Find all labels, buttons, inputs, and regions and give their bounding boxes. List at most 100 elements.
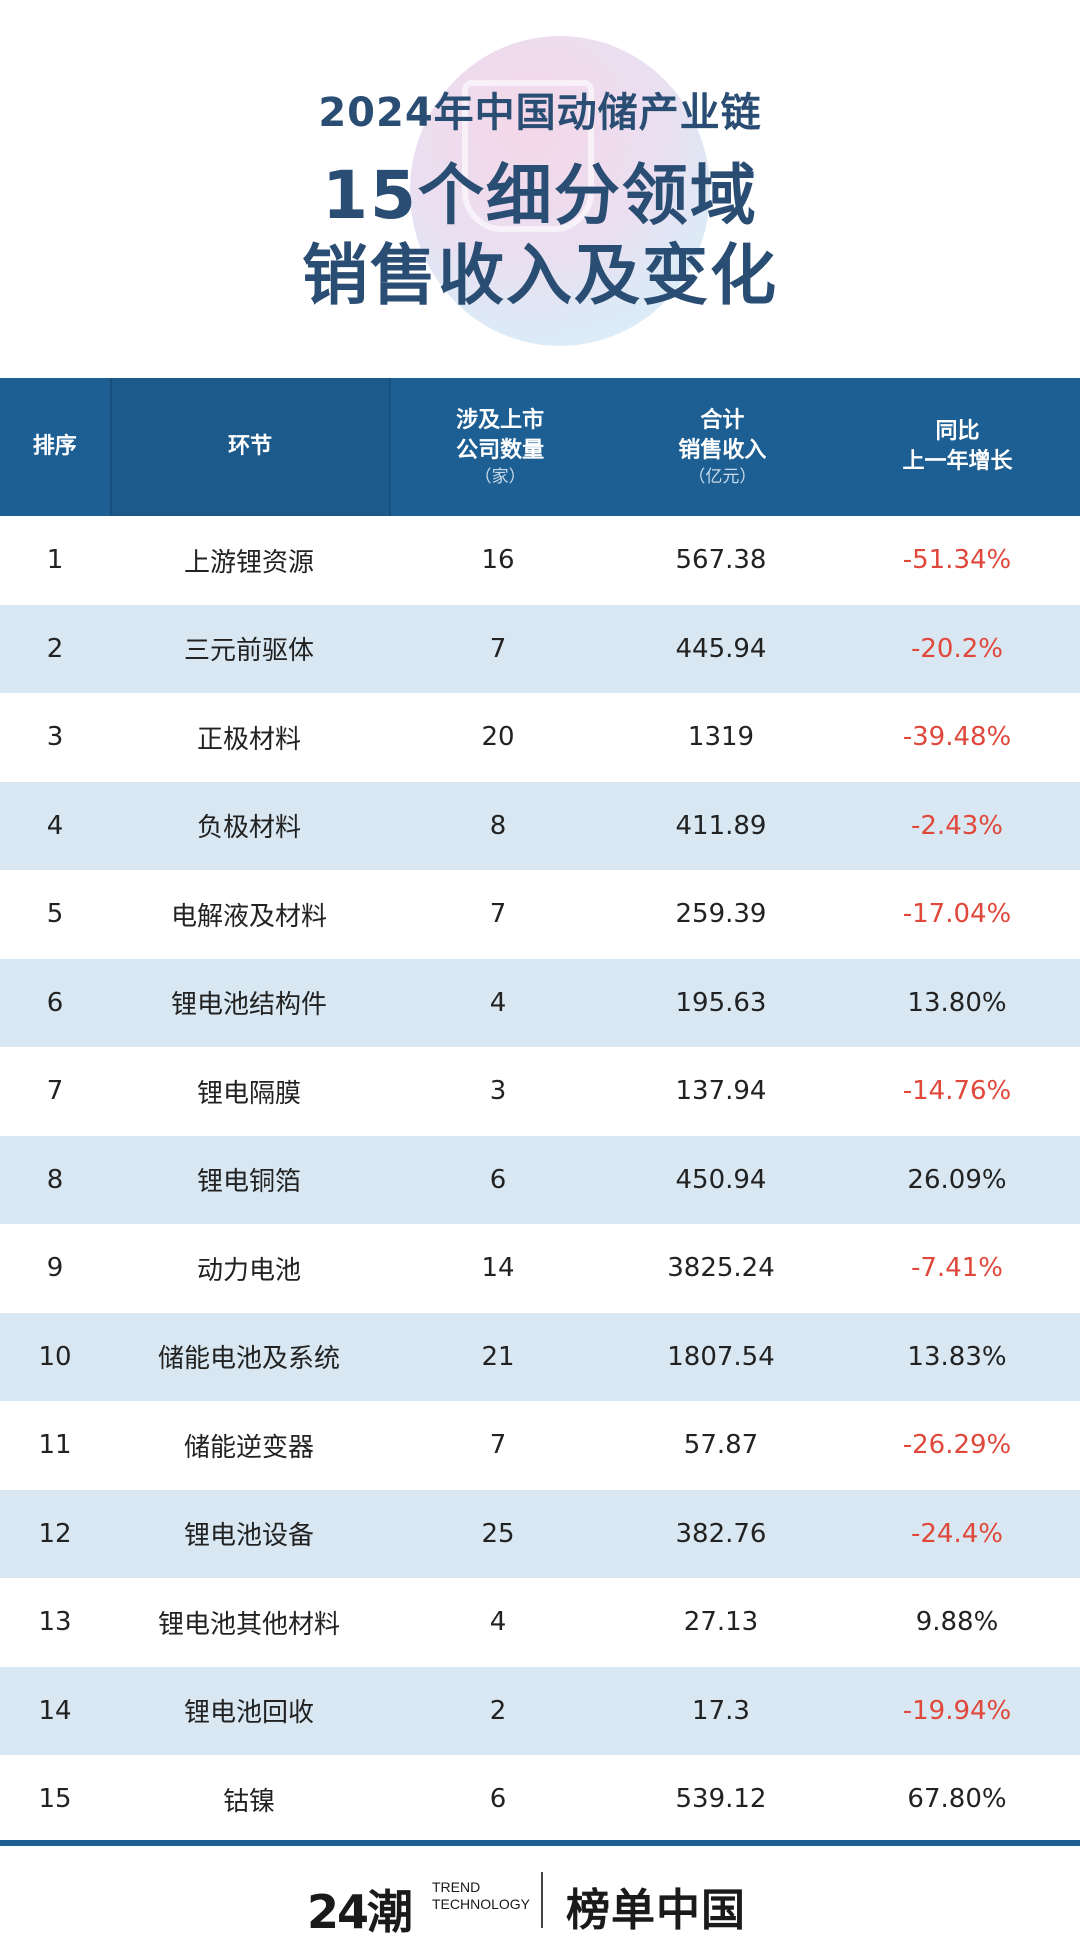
revenue-cell: 1807.54 bbox=[667, 1341, 775, 1372]
header-companies-unit: （家） bbox=[474, 467, 526, 487]
companies-cell: 4 bbox=[489, 987, 507, 1018]
header-rank: 排序 bbox=[0, 378, 110, 516]
brand-logo: 榜单中国 bbox=[566, 1885, 746, 1936]
segment-cell: 锂电池回收 bbox=[183, 1698, 314, 1729]
footer: 24潮 TREND TECHNOLOGY 榜单中国 bbox=[0, 1846, 1080, 1952]
companies-cell: 20 bbox=[481, 722, 515, 753]
revenue-cell: 382.76 bbox=[675, 1518, 767, 1549]
segment-cell: 锂电池设备 bbox=[183, 1521, 314, 1552]
segment-cell: 钴镍 bbox=[222, 1786, 275, 1817]
growth-cell: -20.2% bbox=[911, 633, 1003, 664]
header-growth-label: 同比 上一年增长 bbox=[902, 419, 1013, 474]
table-row: 1 上游锂资源 16 567.38 -51.34% bbox=[0, 516, 1080, 605]
growth-cell: 13.83% bbox=[907, 1341, 1007, 1372]
segment-cell: 三元前驱体 bbox=[183, 636, 314, 667]
segment-cell: 锂电池结构件 bbox=[170, 990, 327, 1021]
table-row: 9 动力电池 14 3825.24 -7.41% bbox=[0, 1224, 1080, 1313]
growth-cell: -19.94% bbox=[902, 1695, 1012, 1726]
growth-cell: -24.4% bbox=[911, 1518, 1003, 1549]
revenue-cell: 567.38 bbox=[675, 545, 767, 576]
revenue-cell: 3825.24 bbox=[667, 1253, 775, 1284]
table-row: 11 储能逆变器 7 57.87 -26.29% bbox=[0, 1401, 1080, 1490]
revenue-cell: 450.94 bbox=[675, 1164, 767, 1195]
title-line-2: 15个细分领域 bbox=[322, 157, 758, 234]
header-companies: 涉及上市 公司数量 （家） bbox=[391, 378, 610, 516]
revenue-cell: 57.87 bbox=[683, 1430, 759, 1461]
revenue-cell: 27.13 bbox=[683, 1607, 759, 1638]
trend-text: TREND bbox=[432, 1879, 481, 1895]
rank-cell: 5 bbox=[46, 899, 64, 930]
segment-cell: 上游锂资源 bbox=[183, 547, 314, 578]
title-line-1: 2024年中国动储产业链 bbox=[318, 90, 762, 136]
growth-cell: -14.76% bbox=[902, 1076, 1012, 1107]
table-row: 5 电解液及材料 7 259.39 -17.04% bbox=[0, 870, 1080, 959]
header-rank-label: 排序 bbox=[32, 434, 77, 459]
table-row: 7 锂电隔膜 3 137.94 -14.76% bbox=[0, 1047, 1080, 1136]
revenue-cell: 17.3 bbox=[692, 1695, 750, 1726]
table-row: 3 正极材料 20 1319 -39.48% bbox=[0, 693, 1080, 782]
rank-cell: 8 bbox=[46, 1164, 64, 1195]
segment-cell: 正极材料 bbox=[196, 724, 301, 755]
growth-cell: -51.34% bbox=[902, 545, 1012, 576]
title-line-3: 销售收入及变化 bbox=[302, 237, 778, 314]
revenue-cell: 539.12 bbox=[675, 1784, 767, 1815]
companies-cell: 7 bbox=[489, 633, 507, 664]
companies-cell: 7 bbox=[489, 899, 507, 930]
growth-cell: 13.80% bbox=[907, 987, 1007, 1018]
revenue-cell: 1319 bbox=[687, 722, 755, 753]
companies-cell: 14 bbox=[481, 1253, 515, 1284]
growth-cell: -7.41% bbox=[911, 1253, 1003, 1284]
revenue-cell: 137.94 bbox=[675, 1076, 767, 1107]
background-battery-graphic bbox=[462, 80, 594, 232]
segment-cell: 动力电池 bbox=[196, 1255, 301, 1286]
header-segment-label: 环节 bbox=[228, 434, 273, 459]
rank-cell: 10 bbox=[38, 1341, 72, 1372]
rank-cell: 12 bbox=[38, 1518, 72, 1549]
segment-cell: 锂电隔膜 bbox=[196, 1078, 301, 1109]
segment-cell: 电解液及材料 bbox=[170, 901, 327, 932]
rank-cell: 11 bbox=[38, 1430, 72, 1461]
revenue-cell: 195.63 bbox=[675, 987, 767, 1018]
table-row: 13 锂电池其他材料 4 27.13 9.88% bbox=[0, 1578, 1080, 1667]
table-row: 14 锂电池回收 2 17.3 -19.94% bbox=[0, 1666, 1080, 1755]
rank-cell: 3 bbox=[46, 722, 64, 753]
rank-cell: 2 bbox=[46, 633, 64, 664]
rank-cell: 7 bbox=[46, 1076, 64, 1107]
table-row: 6 锂电池结构件 4 195.63 13.80% bbox=[0, 958, 1080, 1047]
table-row: 12 锂电池设备 25 382.76 -24.4% bbox=[0, 1489, 1080, 1578]
companies-cell: 16 bbox=[481, 545, 515, 576]
revenue-cell: 445.94 bbox=[675, 633, 767, 664]
companies-cell: 25 bbox=[481, 1518, 515, 1549]
trend-technology-text: TREND TECHNOLOGY bbox=[432, 1879, 530, 1913]
table-header-row: 排序 环节 涉及上市 公司数量 （家） 合计 销售收入 （亿元） 同比 上一年增长 bbox=[0, 378, 1080, 516]
rank-cell: 15 bbox=[38, 1784, 72, 1815]
rank-cell: 13 bbox=[38, 1607, 72, 1638]
companies-cell: 21 bbox=[481, 1341, 515, 1372]
segment-cell: 储能电池及系统 bbox=[157, 1344, 340, 1375]
page-header: 2024年中国动储产业链 15个细分领域 销售收入及变化 bbox=[0, 0, 1080, 378]
header-revenue-label: 合计 销售收入 bbox=[678, 408, 767, 463]
growth-cell: -17.04% bbox=[902, 899, 1012, 930]
header-segment: 环节 bbox=[109, 378, 391, 516]
companies-cell: 3 bbox=[489, 1076, 507, 1107]
segment-cell: 锂电池其他材料 bbox=[157, 1609, 340, 1640]
table-row: 4 负极材料 8 411.89 -2.43% bbox=[0, 781, 1080, 870]
table-row: 2 三元前驱体 7 445.94 -20.2% bbox=[0, 604, 1080, 693]
rank-cell: 14 bbox=[38, 1695, 72, 1726]
rank-cell: 1 bbox=[46, 545, 64, 576]
companies-cell: 6 bbox=[489, 1784, 507, 1815]
revenue-table: 排序 环节 涉及上市 公司数量 （家） 合计 销售收入 （亿元） 同比 上一年增长 1… bbox=[0, 378, 1080, 1844]
growth-cell: 26.09% bbox=[907, 1164, 1007, 1195]
companies-cell: 7 bbox=[489, 1430, 507, 1461]
revenue-cell: 411.89 bbox=[675, 810, 767, 841]
footer-divider bbox=[541, 1872, 543, 1928]
table-body: 1 上游锂资源 16 567.38 -51.34% 2 三元前驱体 7 445.94 -20.2%… bbox=[0, 516, 1080, 1844]
growth-cell: -26.29% bbox=[902, 1430, 1012, 1461]
trend-technology-logo: 24潮 bbox=[307, 1885, 413, 1939]
companies-cell: 4 bbox=[489, 1607, 507, 1638]
table-row: 8 锂电铜箔 6 450.94 26.09% bbox=[0, 1135, 1080, 1224]
table-row: 15 钴镍 6 539.12 67.80% bbox=[0, 1755, 1080, 1844]
growth-cell: -39.48% bbox=[902, 722, 1012, 753]
growth-cell: -2.43% bbox=[911, 810, 1003, 841]
growth-cell: 9.88% bbox=[915, 1607, 999, 1638]
